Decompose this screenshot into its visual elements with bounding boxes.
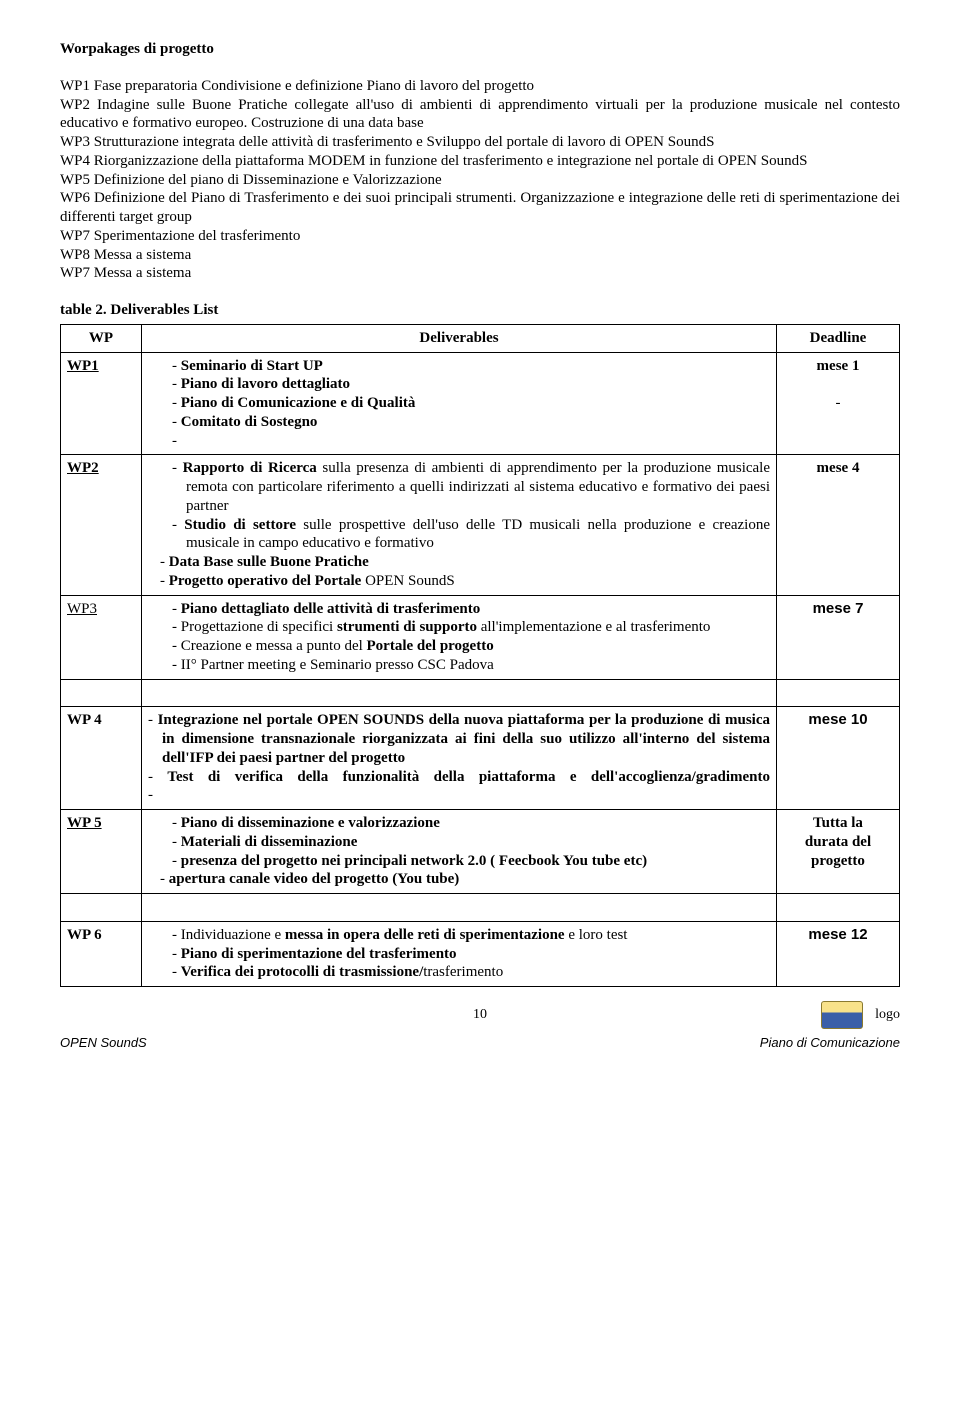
table-row: WP1 Seminario di Start UPPiano di lavoro… (61, 352, 900, 455)
footer-left: OPEN SoundS (60, 1035, 147, 1051)
table-header-row: WP Deliverables Deadline (61, 324, 900, 352)
wp-label: WP2 (67, 460, 99, 476)
list-item: Data Base sulle Buone Pratiche (160, 553, 770, 572)
header-deadline: Deadline (777, 324, 900, 352)
list-item: Rapporto di Ricerca sulla presenza di am… (172, 459, 770, 515)
spacer-row (61, 679, 900, 707)
list-item: Creazione e messa a punto del Portale de… (172, 637, 770, 656)
deliverables-cell: Piano dettagliato delle attività di tras… (142, 595, 777, 679)
header-wp: WP (61, 324, 142, 352)
list-item: Piano di disseminazione e valorizzazione (172, 814, 770, 833)
wp-label: WP 5 (67, 815, 102, 831)
list-item: Piano di Comunicazione e di Qualità (172, 394, 770, 413)
deadline-cell: mese 12 (777, 921, 900, 986)
wp-label: WP 4 (67, 712, 102, 728)
footer-bottom: OPEN SoundS Piano di Comunicazione (60, 1035, 900, 1051)
workpackages-paragraph: WP1 Fase preparatoria Condivisione e def… (60, 77, 900, 283)
wp-label: WP 6 (67, 927, 102, 943)
deliverables-cell: Seminario di Start UPPiano di lavoro det… (142, 352, 777, 455)
list-item (172, 432, 770, 451)
deadline-cell: Tutta la durata del progetto (777, 810, 900, 894)
list-item: Studio di settore sulle prospettive dell… (172, 516, 770, 554)
table-title: table 2. Deliverables List (60, 301, 900, 320)
wp-label: WP3 (67, 601, 97, 617)
deliverables-cell: Individuazione e messa in opera delle re… (142, 921, 777, 986)
table-row: WP 5 Piano di disseminazione e valorizza… (61, 810, 900, 894)
deliverables-table: WP Deliverables Deadline WP1 Seminario d… (60, 324, 900, 987)
list-item: Comitato di Sostegno (172, 413, 770, 432)
deliverables-cell: Rapporto di Ricerca sulla presenza di am… (142, 455, 777, 595)
table-row: WP2 Rapporto di Ricerca sulla presenza d… (61, 455, 900, 595)
deadline-cell: mese 1 - (777, 352, 900, 455)
deadline-cell: mese 10 (777, 707, 900, 810)
footer-right: Piano di Comunicazione (760, 1035, 900, 1051)
list-item: apertura canale video del progetto (You … (160, 870, 770, 889)
header-deliverables: Deliverables (142, 324, 777, 352)
deliverables-cell: Piano di disseminazione e valorizzazione… (142, 810, 777, 894)
list-item: Progettazione di specifici strumenti di … (172, 618, 770, 637)
logo-text: logo (875, 1006, 900, 1024)
deliverables-cell: Integrazione nel portale OPEN SOUNDS del… (142, 707, 777, 810)
list-item: Test di verifica della funzionalità dell… (148, 768, 770, 787)
list-item: Verifica dei protocolli di trasmissione/… (172, 963, 770, 982)
list-item: II° Partner meeting e Seminario presso C… (172, 656, 770, 675)
page-number: 10 (340, 1006, 620, 1024)
table-row: WP 4 Integrazione nel portale OPEN SOUND… (61, 707, 900, 810)
deadline-cell: mese 7 (777, 595, 900, 679)
list-item: presenza del progetto nei principali net… (172, 852, 770, 871)
list-item: Integrazione nel portale OPEN SOUNDS del… (148, 711, 770, 767)
list-item: Seminario di Start UP (172, 357, 770, 376)
section-title: Worpakages di progetto (60, 40, 900, 59)
logo-icon (821, 1001, 863, 1029)
list-item: Progetto operativo del Portale OPEN Soun… (160, 572, 770, 591)
table-row: WP3 Piano dettagliato delle attività di … (61, 595, 900, 679)
table-row: WP 6 Individuazione e messa in opera del… (61, 921, 900, 986)
list-item: Piano di lavoro dettagliato (172, 375, 770, 394)
wp-label: WP1 (67, 358, 99, 374)
spacer-row (61, 894, 900, 922)
list-item: Individuazione e messa in opera delle re… (172, 926, 770, 945)
list-item: Piano di sperimentazione del trasferimen… (172, 945, 770, 964)
list-item: Piano dettagliato delle attività di tras… (172, 600, 770, 619)
list-item (148, 786, 770, 805)
list-item: Materiali di disseminazione (172, 833, 770, 852)
page-footer: 10 logo (60, 1001, 900, 1029)
deadline-cell: mese 4 (777, 455, 900, 595)
